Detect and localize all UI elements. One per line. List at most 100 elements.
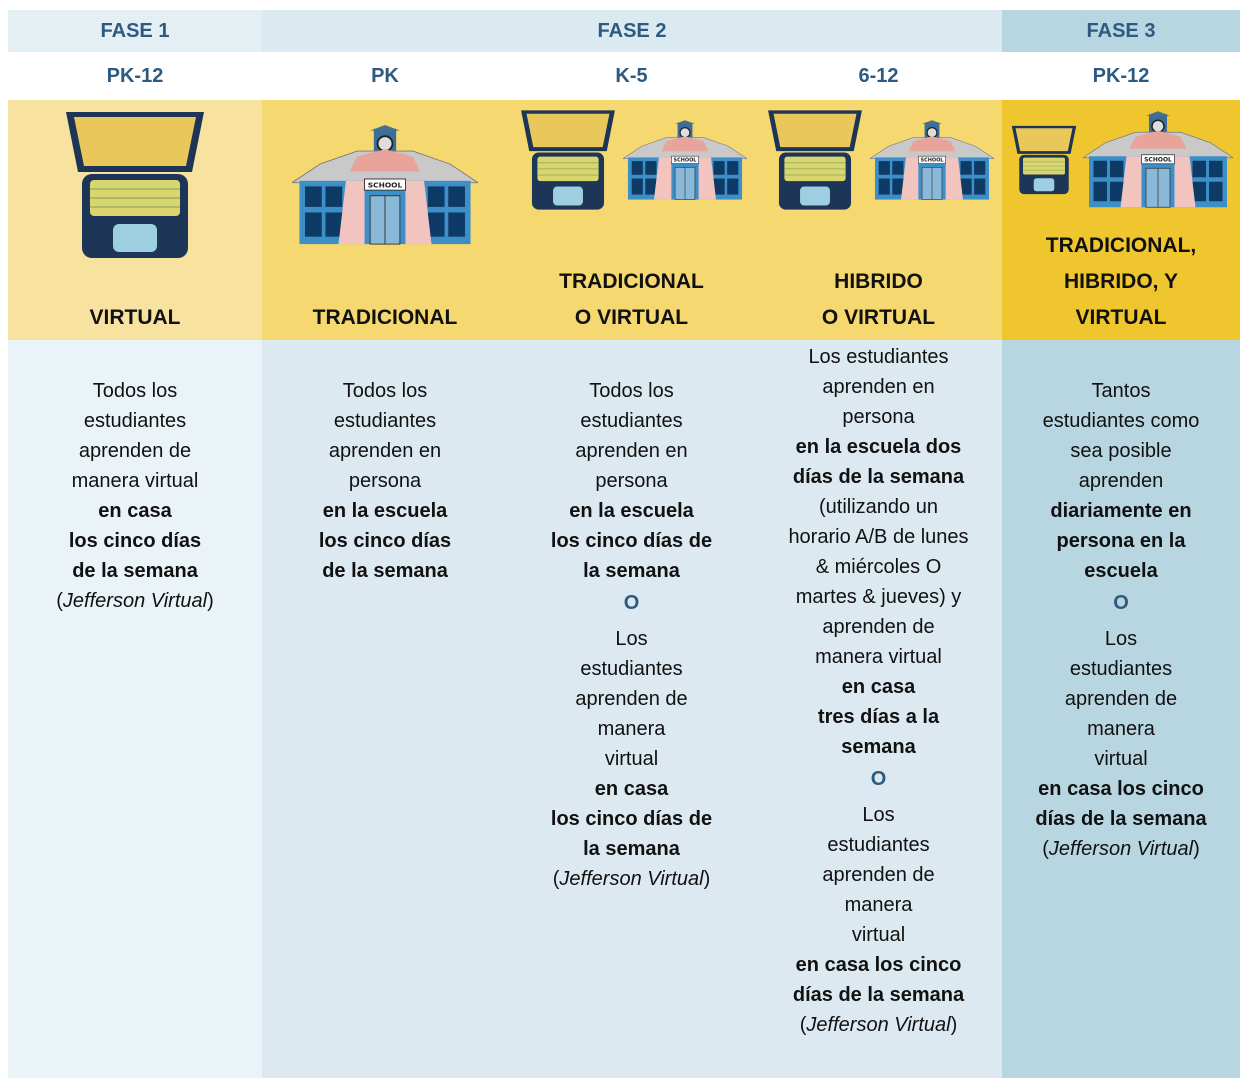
icons <box>60 110 210 260</box>
text-line: (Jefferson Virtual) <box>755 1010 1002 1040</box>
text-line: aprenden de <box>508 684 755 714</box>
text-run: manera virtual <box>815 646 942 668</box>
text-run: Todos los <box>589 380 674 402</box>
description: Todos los estudiantes aprenden en persona en… <box>508 340 755 1078</box>
school-icon <box>292 125 478 246</box>
text-run: persona <box>842 406 915 428</box>
text-run: aprenden de <box>1064 688 1178 710</box>
mode-cell: VIRTUAL <box>8 100 262 340</box>
text-line: estudiantes <box>1002 654 1240 684</box>
text-run: martes & jueves) y <box>795 586 962 608</box>
text-line: los cinco días de <box>508 804 755 834</box>
text-line: virtual <box>1002 744 1240 774</box>
text-run: Jefferson Virtual <box>559 868 704 890</box>
text-run: aprenden de <box>822 864 935 886</box>
text-run: días de la semana <box>792 466 965 488</box>
text-run: estudiantes como <box>1042 410 1200 432</box>
text-line: manera <box>508 714 755 744</box>
text-line: O <box>1002 588 1240 618</box>
mode-line: O VIRTUAL <box>821 306 936 329</box>
text-run: estudiantes <box>580 658 683 680</box>
text-run: en la escuela dos <box>795 436 962 458</box>
mode-line: HIBRIDO, Y <box>1064 270 1178 293</box>
text-run: persona en la <box>1056 530 1186 552</box>
text-line: estudiantes <box>508 654 755 684</box>
text-line: en casa los cinco <box>755 950 1002 980</box>
text-run: manera <box>597 718 666 740</box>
text-run: aprenden de <box>822 616 935 638</box>
mode-cell: TRADICIONAL O VIRTUAL <box>508 100 755 340</box>
text-line: de la semana <box>262 556 508 586</box>
description: Todos los estudiantes aprenden de manera vi… <box>8 340 262 1078</box>
mode-label: VIRTUAL <box>8 300 262 336</box>
text-line: aprenden de <box>1002 684 1240 714</box>
text-run: los cinco días <box>68 530 202 552</box>
text-run: estudiantes <box>580 410 683 432</box>
text-run: aprenden en <box>822 376 935 398</box>
text-run: horario A/B de lunes <box>788 526 969 548</box>
text-line: aprenden de <box>755 612 1002 642</box>
text-line: (Jefferson Virtual) <box>8 586 262 616</box>
text-run: ) <box>703 868 711 890</box>
text-run: Los estudiantes <box>808 346 949 368</box>
laptop-icon <box>1009 125 1079 195</box>
text-line: en casa los cinco <box>1002 774 1240 804</box>
school-icon <box>870 120 994 201</box>
text-line: estudiantes <box>755 830 1002 860</box>
text-run: aprenden <box>1078 470 1164 492</box>
mode-cell: HIBRIDO O VIRTUAL <box>755 100 1002 340</box>
text-line: días de la semana <box>1002 804 1240 834</box>
text-run: en casa los cinco <box>1038 778 1204 800</box>
text-line: semana <box>755 732 1002 762</box>
mode-label: TRADICIONAL, HIBRIDO, Y VIRTUAL <box>1002 228 1240 336</box>
text-line: manera <box>755 890 1002 920</box>
text-line: manera <box>1002 714 1240 744</box>
text-run: en casa <box>594 778 669 800</box>
text-run: & miércoles O <box>815 556 942 578</box>
grade-label: PK-12 <box>8 52 262 100</box>
text-run: ) <box>950 1014 958 1036</box>
text-line: en la escuela dos <box>755 432 1002 462</box>
text-run: O <box>870 768 887 790</box>
text-run: aprenden de <box>575 688 688 710</box>
text-run: la semana <box>583 560 680 582</box>
text-run: escuela <box>1084 560 1158 582</box>
laptop-icon <box>517 109 619 211</box>
text-line: estudiantes <box>8 406 262 436</box>
text-run: Los <box>615 628 648 650</box>
text-line: O <box>755 764 1002 794</box>
icons <box>1009 110 1233 210</box>
text-run: Jefferson Virtual <box>806 1014 951 1036</box>
mode-cell: TRADICIONAL <box>262 100 508 340</box>
text-run: manera <box>1087 718 1155 740</box>
text-line: horario A/B de lunes <box>755 522 1002 552</box>
text-run: los cinco días <box>318 530 452 552</box>
mode-line: HIBRIDO <box>834 270 923 293</box>
text-line: aprenden en <box>262 436 508 466</box>
text-run: semana <box>841 736 916 758</box>
text-line: Los estudiantes <box>755 342 1002 372</box>
school-icon <box>1083 111 1233 209</box>
text-line: (Jefferson Virtual) <box>1002 834 1240 864</box>
text-line: estudiantes <box>262 406 508 436</box>
text-line: & miércoles O <box>755 552 1002 582</box>
text-line: Todos los <box>262 376 508 406</box>
text-line: manera virtual <box>755 642 1002 672</box>
text-line: los cinco días <box>8 526 262 556</box>
mode-line: VIRTUAL <box>1075 306 1167 329</box>
text-run: ( <box>799 1014 807 1036</box>
phase-label: FASE 3 <box>1002 10 1240 52</box>
mode-line: VIRTUAL <box>89 306 181 329</box>
text-line: sea posible <box>1002 436 1240 466</box>
text-run: la semana <box>583 838 680 860</box>
mode-label: HIBRIDO O VIRTUAL <box>755 264 1002 336</box>
text-run: los cinco días de <box>550 530 713 552</box>
text-line: en la escuela <box>508 496 755 526</box>
text-run: estudiantes <box>333 410 437 432</box>
mode-line: TRADICIONAL <box>312 306 458 329</box>
text-run: aprenden en <box>328 440 442 462</box>
text-run: ) <box>1193 838 1200 860</box>
text-run: tres días a la <box>817 706 940 728</box>
text-line: Todos los <box>8 376 262 406</box>
